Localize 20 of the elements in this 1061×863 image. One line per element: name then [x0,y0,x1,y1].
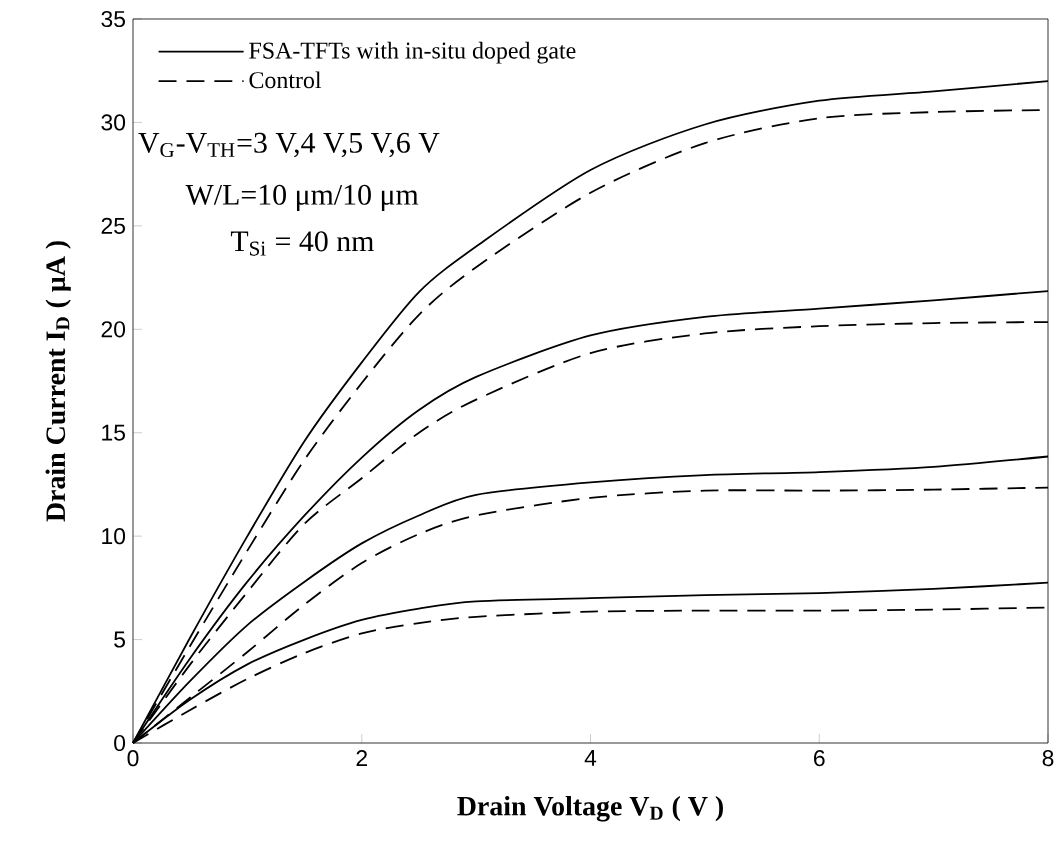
y-tick-label: 25 [101,217,125,234]
legend-label: FSA-TFTs with in-situ doped gate [249,41,576,64]
y-axis-title: Drain Current I$_{D}$ ( μA ) [45,241,71,522]
x-tick-label: 0 [127,750,139,767]
annotation: W/L=10 μm/10 μm [185,184,419,211]
annotation: V$_{G}$-V$_{TH}$=3 V,4 V,5 V,6 V [138,132,440,158]
legend-label: Control [249,71,322,89]
y-tick-label: 5 [114,631,125,648]
x-tick-label: 2 [356,750,367,767]
y-tick-label: 10 [102,528,126,545]
y-tick-label: 20 [101,321,126,338]
x-tick-label: 4 [584,750,597,766]
y-tick-label: 15 [102,424,125,441]
annotation: T$_{Si}$ = 40 nm [230,231,374,256]
y-tick-label: 0 [114,734,126,752]
x-tick-label: 8 [1042,750,1054,767]
y-tick-label: 30 [101,114,126,131]
x-axis-title: Drain Voltage V$_{D}$ ( V ) [457,795,723,822]
x-tick-label: 6 [814,750,825,767]
y-tick-label: 35 [101,10,125,28]
